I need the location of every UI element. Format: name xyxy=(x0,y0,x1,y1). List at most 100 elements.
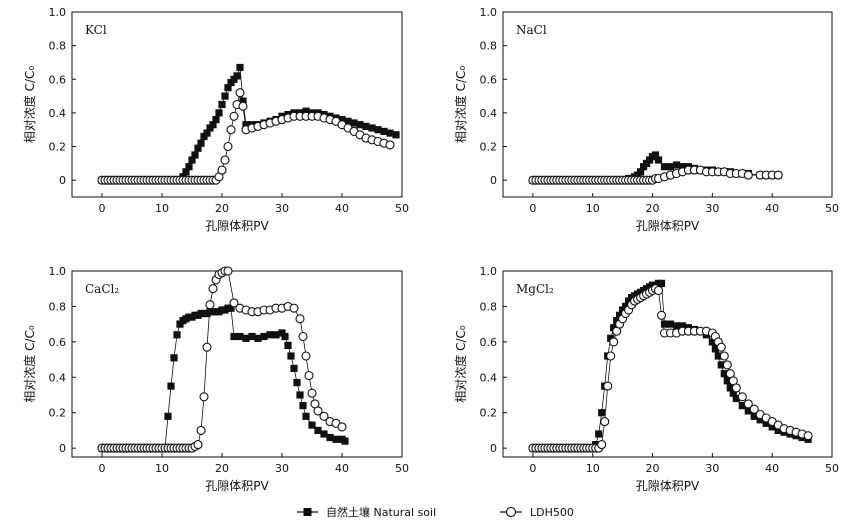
data-point-natural-soil xyxy=(711,345,719,353)
data-point-natural-soil xyxy=(332,435,340,443)
chart-panel-2: 0 10 20 30 40 50 0 0.2 0.4 0.6 0.8 1.0 孔隙体积PV 相对浓度 C/… xyxy=(22,265,409,493)
data-point-ldh500 xyxy=(205,300,215,310)
series-natural-soil xyxy=(529,279,812,452)
data-point-ldh500 xyxy=(719,351,729,361)
data-point-ldh500 xyxy=(803,431,813,441)
data-point-ldh500 xyxy=(217,165,227,175)
y-tick-label: 0.6 xyxy=(480,336,498,349)
y-tick-label: 0.2 xyxy=(49,141,67,154)
data-point-natural-soil xyxy=(320,430,328,438)
y-axis-title: 相对浓度 C/C₀ xyxy=(453,66,468,144)
x-axis-title: 孔隙体积PV xyxy=(205,479,269,493)
data-point-ldh500 xyxy=(731,383,741,393)
data-point-ldh500 xyxy=(600,417,610,427)
data-point-natural-soil xyxy=(344,117,352,125)
data-point-ldh500 xyxy=(307,388,317,398)
chart-panel-3: 0 10 20 30 40 50 0 0.2 0.4 0.6 0.8 1.0 孔隙体积PV 相对浓度 C/… xyxy=(453,265,839,493)
y-axis-title: 相对浓度 C/C₀ xyxy=(22,325,37,403)
data-point-natural-soil xyxy=(729,389,737,397)
y-tick-label: 1.0 xyxy=(480,6,498,19)
data-point-ldh500 xyxy=(319,411,329,421)
data-point-natural-soil xyxy=(314,426,322,434)
data-point-ldh500 xyxy=(208,284,218,294)
y-axis-title: 相对浓度 C/C₀ xyxy=(453,325,468,403)
y-tick-label: 0 xyxy=(490,442,497,455)
data-point-ldh500 xyxy=(656,310,667,320)
y-tick-label: 0.2 xyxy=(49,407,67,420)
legend-marker-ldh500 xyxy=(505,506,517,518)
chart-panel-1: 0 10 20 30 40 50 0 0.2 0.4 0.6 0.8 1.0 孔隙体积PV 相对浓度 C/… xyxy=(453,6,839,233)
data-point-natural-soil xyxy=(666,163,675,171)
data-point-natural-soil xyxy=(209,121,217,129)
data-point-ldh500 xyxy=(229,298,239,308)
x-axis-title: 孔隙体积PV xyxy=(636,479,700,493)
data-point-natural-soil xyxy=(218,100,226,109)
data-point-natural-soil xyxy=(732,394,740,403)
data-point-natural-soil xyxy=(167,382,175,390)
data-point-natural-soil xyxy=(660,320,669,328)
y-tick-label: 1.0 xyxy=(480,265,498,278)
data-point-natural-soil xyxy=(726,384,734,392)
data-point-natural-soil xyxy=(260,332,268,341)
data-point-natural-soil xyxy=(299,402,307,410)
data-point-natural-soil xyxy=(293,379,301,387)
data-point-natural-soil xyxy=(203,129,211,137)
y-tick-label: 0.4 xyxy=(49,107,67,120)
x-tick-label: 20 xyxy=(215,462,229,475)
data-point-ldh500 xyxy=(749,404,759,414)
data-point-ldh500 xyxy=(223,141,233,152)
plot-frame xyxy=(71,11,403,198)
x-axis-title: 孔隙体积PV xyxy=(636,219,700,233)
data-point-natural-soil xyxy=(362,122,370,130)
x-tick-label: 10 xyxy=(155,202,169,215)
data-point-ldh500 xyxy=(653,285,664,296)
x-tick-label: 20 xyxy=(646,462,660,475)
x-tick-label: 40 xyxy=(765,202,779,215)
data-point-ldh500 xyxy=(193,440,203,450)
x-tick-label: 0 xyxy=(99,462,106,475)
data-point-natural-soil xyxy=(302,412,310,420)
data-point-natural-soil xyxy=(173,331,181,339)
data-point-natural-soil xyxy=(188,156,196,164)
x-tick-label: 40 xyxy=(335,462,349,475)
data-point-natural-soil xyxy=(660,163,669,171)
x-tick-label: 30 xyxy=(705,202,719,215)
data-point-natural-soil xyxy=(750,412,758,420)
y-tick-label: 0.4 xyxy=(480,107,498,120)
panel-label: NaCl xyxy=(516,23,547,37)
data-point-natural-soil xyxy=(762,419,770,427)
data-point-natural-soil xyxy=(616,311,624,319)
data-point-ldh500 xyxy=(773,170,783,180)
data-point-natural-soil xyxy=(607,334,615,342)
data-point-ldh500 xyxy=(716,342,726,352)
y-axis-title: 相对浓度 C/C₀ xyxy=(22,66,37,144)
series-ldh500 xyxy=(528,284,813,453)
data-point-natural-soil xyxy=(720,370,728,378)
x-tick-label: 20 xyxy=(215,202,229,215)
data-point-natural-soil xyxy=(191,151,199,159)
data-point-natural-soil xyxy=(281,332,289,341)
data-point-ldh500 xyxy=(597,440,607,450)
data-point-natural-soil xyxy=(341,437,349,445)
panels: 0 10 20 30 40 50 0 0.2 0.4 0.6 0.8 1.0 孔隙体积PV 相对浓度 C/… xyxy=(22,6,839,493)
y-tick-label: 0.2 xyxy=(480,141,498,154)
y-tick-label: 1.0 xyxy=(49,265,67,278)
data-point-natural-soil xyxy=(212,116,220,124)
x-tick-label: 10 xyxy=(586,462,600,475)
plot-frame xyxy=(502,270,833,458)
x-tick-label: 50 xyxy=(825,462,839,475)
x-tick-label: 50 xyxy=(395,202,409,215)
series-natural-soil xyxy=(98,63,400,184)
data-point-ldh500 xyxy=(199,392,209,402)
y-tick-label: 0 xyxy=(490,174,497,187)
data-point-ldh500 xyxy=(220,155,230,165)
data-point-natural-soil xyxy=(242,334,250,342)
y-tick-label: 0 xyxy=(59,174,66,187)
data-point-natural-soil xyxy=(236,63,244,72)
chart-panel-0: 0 10 20 30 40 50 0 0.2 0.4 0.6 0.8 1.0 孔隙体积PV 相对浓度 C/… xyxy=(22,6,409,233)
data-point-ldh500 xyxy=(603,381,613,391)
data-point-natural-soil xyxy=(708,338,716,346)
y-tick-label: 0.8 xyxy=(480,300,498,313)
data-point-natural-soil xyxy=(380,127,388,135)
